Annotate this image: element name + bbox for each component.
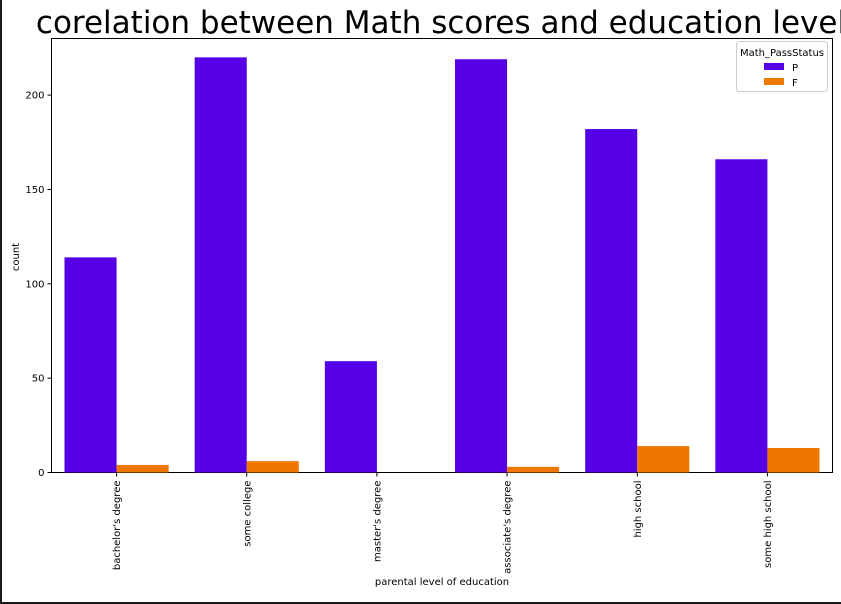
y-tick-label: 200 xyxy=(25,91,44,102)
bar-p-high-school xyxy=(585,129,638,473)
x-tick-label-some-high-school: some high school xyxy=(763,481,774,568)
x-tick-label-some-college: some college xyxy=(242,481,253,547)
legend-swatch-p xyxy=(764,63,784,70)
legend-label-f: F xyxy=(792,78,798,89)
y-tick-label: 0 xyxy=(38,468,44,479)
y-tick-label: 50 xyxy=(32,374,45,385)
bars-group xyxy=(64,57,820,473)
plot-area xyxy=(51,38,833,473)
x-tick-label-high-school: high school xyxy=(633,481,644,538)
y-tick-label: 100 xyxy=(25,279,44,290)
legend: Math_PassStatus P F xyxy=(736,41,828,92)
x-tick-label-associate-s-degree: associate's degree xyxy=(503,481,514,574)
bar-f-high-school xyxy=(637,446,690,473)
x-tick-label-master-s-degree: master's degree xyxy=(372,481,383,562)
bar-f-some-college xyxy=(246,461,299,473)
y-axis-label: count xyxy=(11,243,22,271)
bar-p-some-college xyxy=(194,57,247,473)
legend-label-p: P xyxy=(792,63,798,74)
y-axis: 0 50 100 150 200 xyxy=(25,91,52,479)
bar-p-bachelor-s-degree xyxy=(64,257,117,473)
chart-title: corelation between Math scores and educa… xyxy=(36,5,841,41)
x-axis: bachelor's degree some college master's de… xyxy=(112,472,774,574)
bar-f-some-high-school xyxy=(767,447,820,473)
legend-swatch-f xyxy=(764,78,784,85)
bar-f-bachelor-s-degree xyxy=(116,464,169,473)
bar-p-master-s-degree xyxy=(324,361,377,473)
bar-p-some-high-school xyxy=(715,159,768,473)
bar-f-associate-s-degree xyxy=(507,466,560,473)
legend-title: Math_PassStatus xyxy=(740,48,824,59)
x-axis-label: parental level of education xyxy=(375,577,509,588)
bar-p-associate-s-degree xyxy=(455,59,508,473)
x-tick-label-bachelor-s-degree: bachelor's degree xyxy=(112,481,123,571)
y-tick-label: 150 xyxy=(25,185,44,196)
